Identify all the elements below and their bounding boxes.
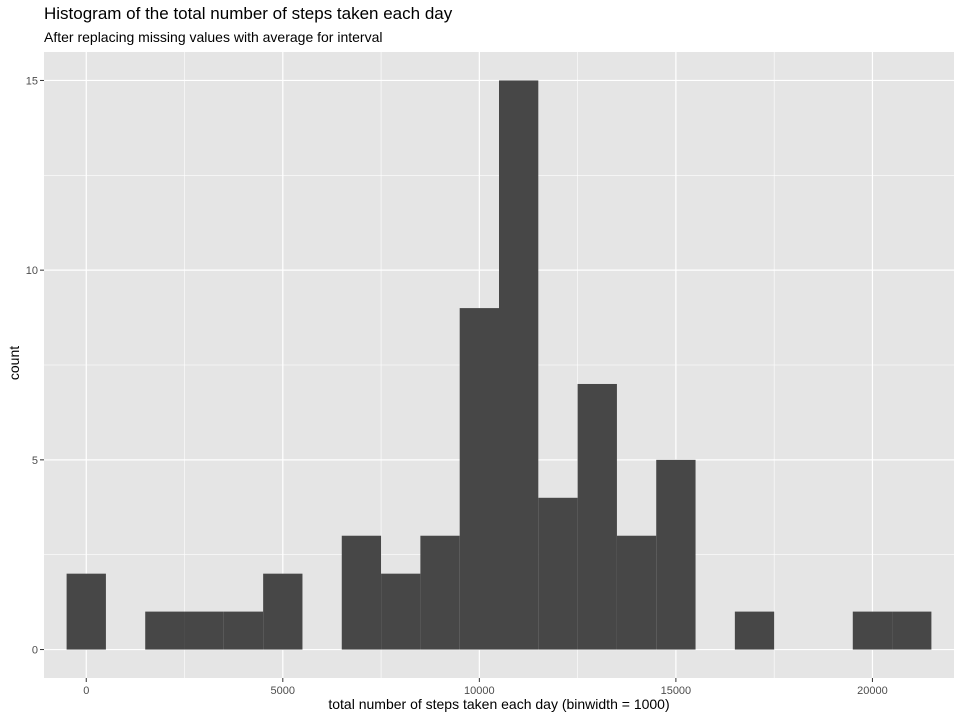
histogram-bar	[852, 611, 893, 650]
y-tick-label: 0	[32, 645, 38, 657]
histogram-bar	[381, 573, 421, 650]
x-tick-label: 10000	[464, 685, 495, 697]
chart-title: Histogram of the total number of steps t…	[44, 4, 453, 23]
histogram-bar	[459, 308, 499, 650]
x-tick-label: 15000	[661, 685, 692, 697]
histogram-bar	[420, 535, 460, 650]
histogram-bar	[184, 611, 224, 650]
histogram-bar	[66, 573, 106, 650]
histogram-bar	[223, 611, 264, 650]
histogram-bar	[734, 611, 775, 650]
y-tick-label: 5	[32, 455, 38, 467]
histogram-bar	[616, 535, 657, 650]
histogram-bar	[892, 611, 932, 650]
histogram-bar	[263, 573, 303, 650]
histogram-bar	[538, 497, 578, 650]
chart-subtitle: After replacing missing values with aver…	[44, 29, 383, 45]
x-tick-label: 5000	[271, 685, 295, 697]
histogram-bar	[577, 383, 617, 650]
x-tick-label: 20000	[857, 685, 888, 697]
x-axis-label: total number of steps taken each day (bi…	[328, 696, 670, 712]
y-tick-label: 10	[26, 265, 38, 277]
y-axis-label: count	[6, 345, 22, 381]
histogram-bar	[499, 80, 539, 650]
y-tick-label: 15	[26, 75, 38, 87]
histogram-bar	[145, 611, 185, 650]
histogram-bar	[341, 535, 382, 650]
histogram-bar	[656, 459, 696, 650]
x-tick-label: 0	[83, 685, 89, 697]
